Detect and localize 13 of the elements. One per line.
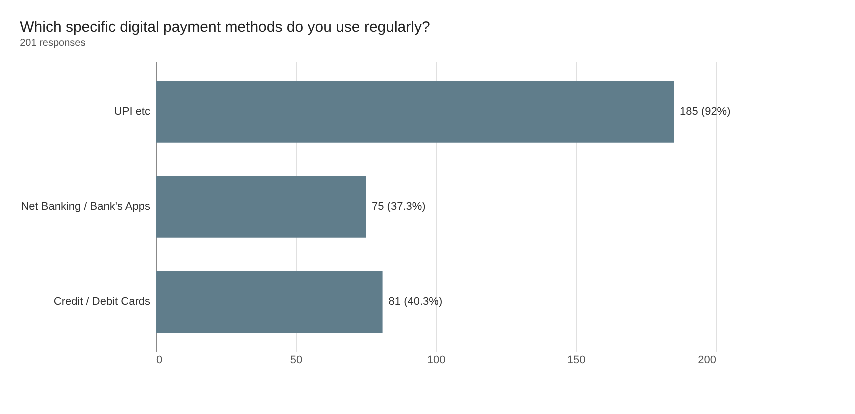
- x-tick-label: 0: [156, 354, 163, 366]
- text: 201 responses: [20, 38, 86, 49]
- y-tick-label: UPI etc: [114, 106, 151, 118]
- y-tick-label: Credit / Debit Cards: [54, 296, 151, 308]
- data-label: 81 (40.3%): [388, 296, 443, 308]
- x-tick-label: 200: [698, 354, 716, 366]
- x-tick-label: 50: [290, 354, 303, 366]
- y-tick-label: Net Banking / Bank's Apps: [21, 201, 151, 213]
- x-tick-label: 100: [427, 354, 446, 366]
- data-label: 75 (37.3%): [372, 201, 426, 213]
- x-tick-label: 150: [567, 354, 586, 366]
- chart-title: Which specific digital payment methods do you use regularly?: [20, 19, 430, 36]
- data-label: 185 (92%): [680, 106, 731, 118]
